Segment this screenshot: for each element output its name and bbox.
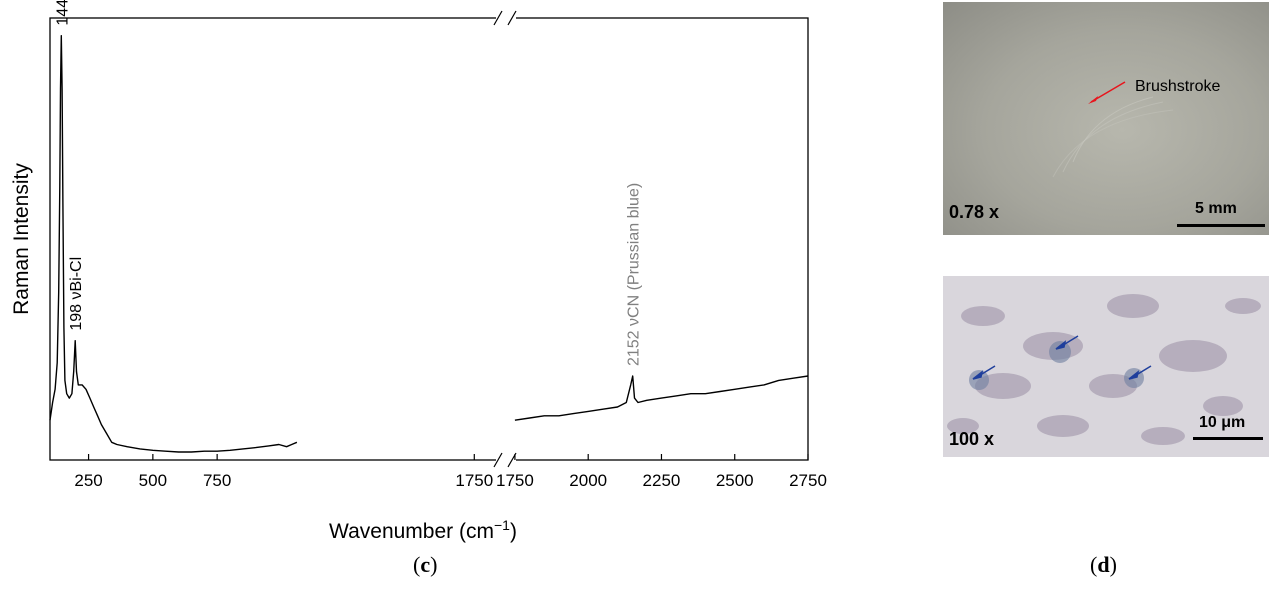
magnification-label: 100 x — [949, 429, 995, 449]
raman-spectrum-chart: 250 500 750 1750 1750 2000 2250 2500 2750 Raman I… — [10, 0, 827, 543]
plot-frame — [49, 17, 809, 461]
x-axis-label-superscript: −1 — [494, 517, 510, 533]
x-axis-label-close: ) — [510, 520, 517, 543]
scale-bar — [1177, 224, 1265, 227]
particle-texture — [947, 294, 1261, 445]
x-tick-label: 1750 — [455, 471, 493, 490]
spectrum-line — [514, 375, 809, 421]
scale-bar — [1193, 437, 1263, 440]
axis-break-gap — [496, 454, 516, 466]
magnification-label: 0.78 x — [949, 202, 1000, 222]
axis-break-mark — [493, 452, 503, 468]
x-tick-label: 2500 — [716, 471, 754, 490]
brushstroke-label: Brushstroke — [1135, 78, 1221, 95]
spectrum-line — [49, 35, 298, 453]
y-axis-label: Raman Intensity — [10, 163, 33, 315]
axis-break-gap — [496, 12, 516, 24]
scale-bar-label: 10 μm — [1199, 414, 1246, 431]
x-tick-label: 250 — [74, 471, 102, 490]
axis-break-mark — [493, 10, 503, 26]
x-axis-label: Wavenumber (cm−1) — [329, 517, 517, 543]
x-tick-label: 2000 — [569, 471, 607, 490]
red-arrow-head-icon — [1088, 96, 1098, 104]
x-tick-label: 500 — [139, 471, 167, 490]
x-tick-label: 2250 — [643, 471, 681, 490]
peak-annotation: 198 νBi-Cl — [68, 257, 85, 331]
x-tick-label: 1750 — [496, 471, 534, 490]
x-tick-label: 2750 — [789, 471, 827, 490]
peak-annotation: 2152 νCN (Prussian blue) — [626, 183, 643, 366]
panel-label-d: (d) — [1090, 552, 1117, 577]
scale-bar-label: 5 mm — [1195, 200, 1237, 217]
micrograph-low-mag: Brushstroke 0.78 x 5 mm — [943, 2, 1269, 235]
panel-label-c: (c) — [413, 552, 438, 577]
micrograph-high-mag: 100 x 10 μm — [943, 276, 1269, 457]
axis-break-mark — [507, 10, 517, 26]
x-tick-label: 750 — [203, 471, 231, 490]
peak-annotation: 144 νBi-Cl — [54, 0, 71, 26]
blue-arrows — [972, 335, 1152, 380]
brushstroke-texture — [1052, 81, 1174, 178]
